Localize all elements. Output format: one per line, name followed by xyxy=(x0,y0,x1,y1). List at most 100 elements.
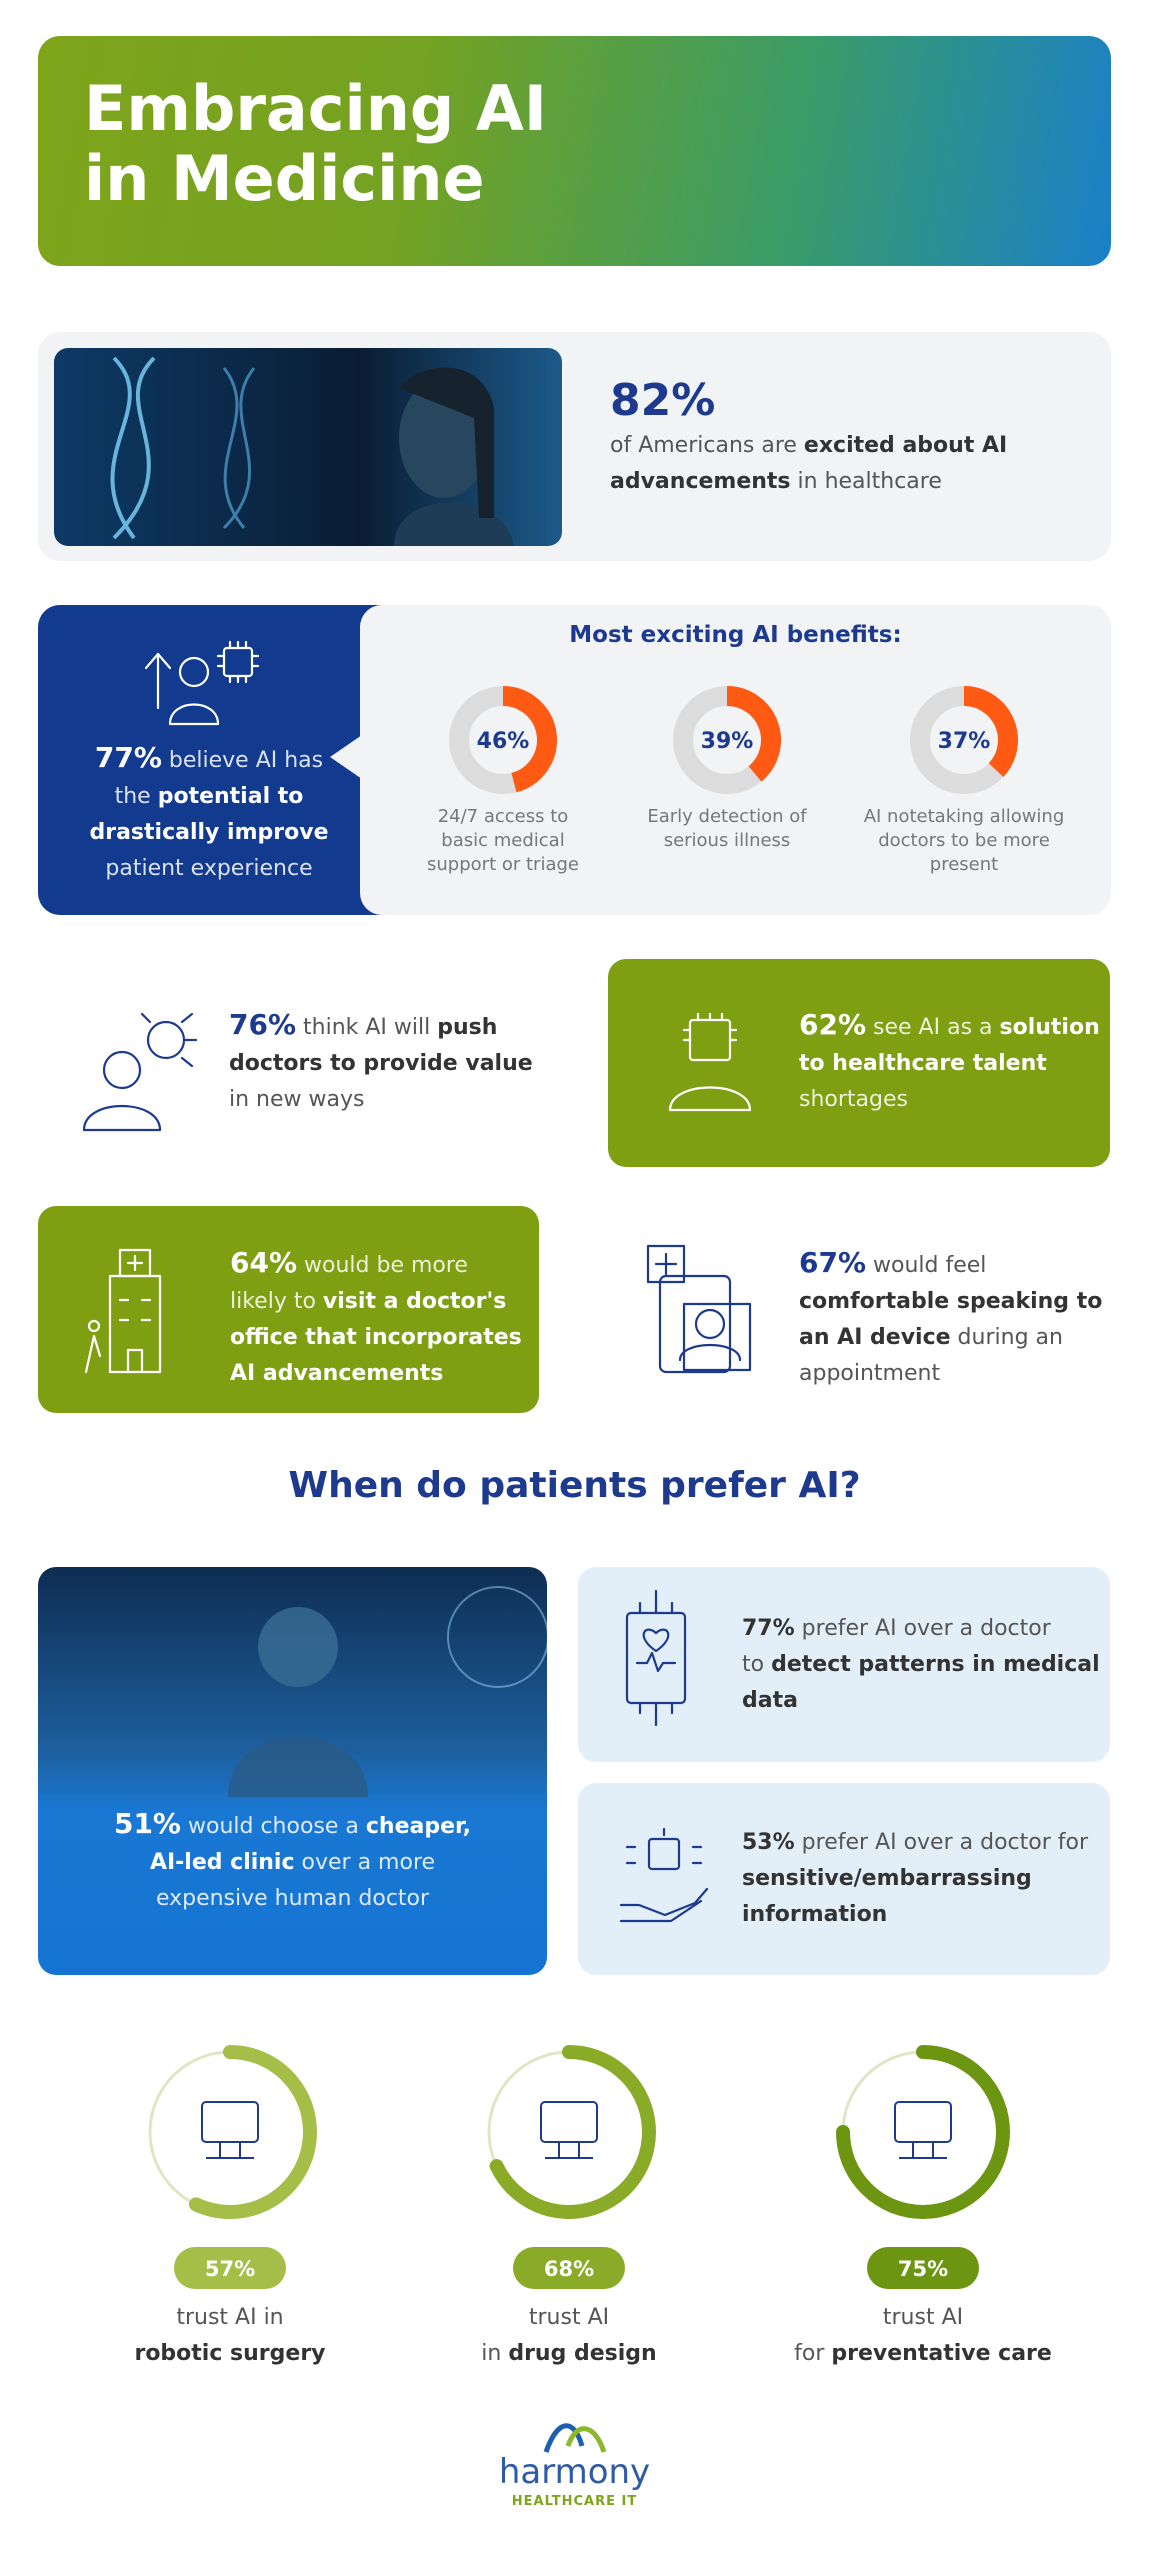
hero-image xyxy=(54,348,562,546)
benefit-text: 77% believe AI has the potential to drasti… xyxy=(38,740,380,887)
text-line: AI-led clinic over a more xyxy=(38,1845,547,1881)
pill xyxy=(174,2247,286,2289)
text-part: trust AI xyxy=(528,2305,610,2330)
donut-label: 39% xyxy=(701,729,754,754)
pointer xyxy=(330,735,362,779)
text-line: expensive human doctor xyxy=(38,1881,547,1917)
text-part: of Americans are xyxy=(610,433,804,458)
pill-label: 57% xyxy=(205,2257,255,2281)
text-part: to xyxy=(742,1652,772,1677)
text-line: 77% prefer AI over a doctor xyxy=(742,1611,1100,1647)
text-part: potential to xyxy=(157,784,304,809)
donut-charts: 46% 24/7 access to basic medical support or… xyxy=(427,686,1064,875)
text-part: trust AI xyxy=(882,2305,964,2330)
prefer-text: 77% prefer AI over a doctor to detect pat… xyxy=(742,1611,1100,1719)
text-part: in new ways xyxy=(229,1087,365,1112)
text-line: information xyxy=(742,1897,1088,1933)
text-part: for xyxy=(794,2341,832,2366)
text-part: AI-led clinic xyxy=(149,1850,295,1875)
text-part: drug design xyxy=(508,2341,657,2366)
text-part: cheaper, xyxy=(365,1814,472,1839)
text-line: to detect patterns in medical xyxy=(742,1647,1100,1683)
header-banner: Embracing AI in Medicine xyxy=(38,36,1111,266)
ring-arc xyxy=(836,2045,1010,2219)
pill-label: 75% xyxy=(898,2257,948,2281)
text-line: trust AI xyxy=(409,2300,729,2336)
text-part: likely to xyxy=(230,1289,323,1314)
trust-text: trust AI in drug design xyxy=(409,2300,729,2372)
text-part: doctors to provide value xyxy=(229,1051,533,1076)
text-part: push xyxy=(437,1015,498,1040)
text-line: advancements in healthcare xyxy=(610,464,1007,500)
text-part: sensitive/embarrassing xyxy=(742,1866,1032,1891)
pill xyxy=(867,2247,979,2289)
donut-label: 37% xyxy=(938,729,991,754)
donut-label: 46% xyxy=(477,729,530,754)
text-part: 64% xyxy=(230,1246,298,1279)
text-line: an AI device during an xyxy=(799,1320,1102,1356)
text-line: 77% believe AI has xyxy=(38,740,380,779)
donut-caption: serious illness xyxy=(664,830,791,851)
logo-name: harmony xyxy=(498,2452,651,2492)
icon-shape xyxy=(899,2142,947,2159)
text-part: expensive human doctor xyxy=(155,1886,430,1911)
text-part: drastically improve xyxy=(89,820,329,845)
text-line: office that incorporates xyxy=(230,1320,522,1356)
text-part: robotic surgery xyxy=(134,2341,326,2366)
text-part: trust AI in xyxy=(176,2305,284,2330)
text-part: visit a doctor's xyxy=(322,1289,507,1314)
prefer-card xyxy=(578,1567,1110,1762)
text-part: data xyxy=(742,1688,798,1713)
text-line: robotic surgery xyxy=(70,2336,390,2372)
text-part: 77% xyxy=(742,1616,795,1641)
donut-caption: present xyxy=(930,854,998,875)
pill xyxy=(513,2247,625,2289)
text-part: would choose a xyxy=(181,1814,366,1839)
text-part: preventative care xyxy=(831,2341,1052,2366)
donut-caption: Early detection of xyxy=(647,806,807,827)
text-part: 67% xyxy=(799,1246,867,1279)
prefer-card xyxy=(578,1783,1110,1975)
text-line: for preventative care xyxy=(763,2336,1083,2372)
stat-text: 76% think AI will push doctors to provide… xyxy=(229,1007,533,1118)
text-line: 67% would feel xyxy=(799,1245,1102,1284)
icon xyxy=(144,640,260,726)
text-line: likely to visit a doctor's xyxy=(230,1284,522,1320)
text-line: trust AI in xyxy=(70,2300,390,2336)
donut-arc xyxy=(502,686,557,793)
text-part: think AI will xyxy=(296,1015,438,1040)
donut-arc xyxy=(726,686,781,782)
icon xyxy=(84,1248,162,1374)
donut-caption: basic medical xyxy=(441,830,564,851)
text-part: advancements xyxy=(610,469,791,494)
donut-caption: doctors to be more xyxy=(878,830,1050,851)
text-line: trust AI xyxy=(763,2300,1083,2336)
text-part: detect patterns in medical xyxy=(771,1652,1100,1677)
text-line: the potential to xyxy=(38,779,380,815)
text-part: the xyxy=(114,784,158,809)
text-line: AI advancements xyxy=(230,1356,522,1392)
text-line: 53% prefer AI over a doctor for xyxy=(742,1825,1088,1861)
donut-caption: support or triage xyxy=(427,854,579,875)
title-line: in Medicine xyxy=(84,142,485,215)
text-line: doctors to provide value xyxy=(229,1046,533,1082)
donut-arc xyxy=(963,686,1018,777)
stat-card xyxy=(38,1206,539,1413)
text-line: sensitive/embarrassing xyxy=(742,1861,1088,1897)
text-part: in healthcare xyxy=(790,469,942,494)
text-part: AI advancements xyxy=(230,1361,444,1386)
text-part: appointment xyxy=(799,1361,941,1386)
stat-text: 62% see AI as a solution to healthcare ta… xyxy=(799,1007,1100,1118)
text-part: prefer AI over a doctor for xyxy=(794,1830,1088,1855)
icon-shape xyxy=(540,2101,598,2143)
text-part: solution xyxy=(999,1015,1100,1040)
stat-text: 64% would be more likely to visit a docto… xyxy=(230,1245,522,1392)
text-part: would be more xyxy=(297,1253,468,1278)
icon xyxy=(201,2101,259,2159)
text-part: 53% xyxy=(742,1830,795,1855)
text-part: 76% xyxy=(229,1008,297,1041)
text-part: prefer AI over a doctor xyxy=(794,1616,1051,1641)
text-line: shortages xyxy=(799,1082,1100,1118)
text-line: to healthcare talent xyxy=(799,1046,1100,1082)
